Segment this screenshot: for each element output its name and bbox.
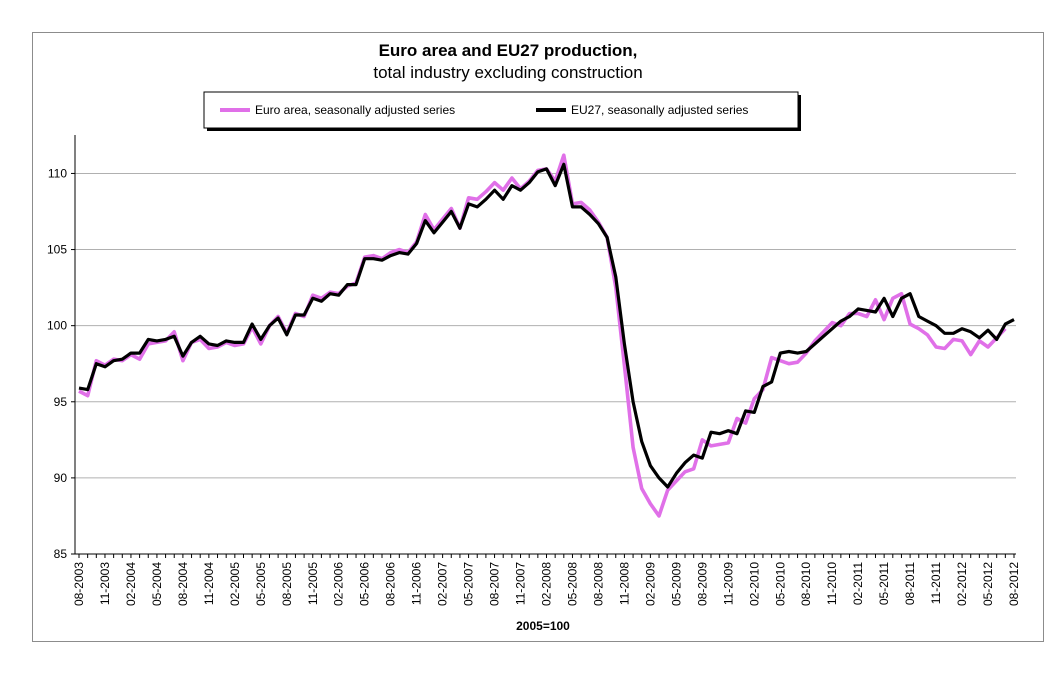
x-tick-label: 05-2011 [877,562,891,605]
legend-box [203,91,799,129]
x-tick-label: 05-2004 [150,562,164,606]
series-line-eu27 [78,162,1015,489]
x-tick-label: 08-2005 [280,562,294,606]
y-tick-label: 105 [47,243,67,257]
x-tick-label: 11-2004 [202,562,216,605]
x-tick-label: 05-2010 [773,562,787,606]
chart-frame: Euro area and EU27 production, total ind… [32,32,1044,642]
x-tick-label: 02-2007 [436,562,450,606]
x-tick-label: 02-2009 [643,562,657,606]
y-tick-label: 110 [48,166,67,180]
x-tick-label: 02-2008 [540,562,554,606]
x-tick-label: 11-2011 [929,562,943,605]
y-tick-label: 85 [54,547,68,561]
x-tick-label: 08-2010 [799,562,813,606]
x-tick-label: 08-2004 [176,562,190,606]
x-tick-label: 11-2010 [825,562,839,605]
x-tick-label: 02-2012 [955,562,969,606]
legend: Euro area, seasonally adjusted series EU… [203,91,801,131]
x-tick-label: 11-2009 [721,562,735,605]
x-tick-label: 08-2012 [1007,562,1021,606]
x-tick-label: 08-2006 [384,562,398,606]
x-tick-label: 02-2005 [228,562,242,606]
x-tick-label: 02-2011 [851,562,865,605]
x-tick-label: 08-2009 [695,562,709,606]
y-axis-ticks: 85 90 95 100 105 110 [47,166,75,561]
x-tick-label: 02-2006 [332,562,346,606]
x-tick-label: 05-2008 [565,562,579,606]
chart-subtitle: total industry excluding construction [373,63,642,82]
legend-label-euro-area: Euro area, seasonally adjusted series [255,103,455,117]
chart-svg: Euro area and EU27 production, total ind… [47,41,1021,633]
x-tick-label: 08-2003 [72,562,86,606]
y-tick-label: 95 [54,395,68,409]
x-axis-ticks: 08-2003 11-2003 02-2004 05-2004 08-2004 11-20… [72,554,1021,606]
x-tick-label: 11-2007 [514,562,528,605]
x-tick-label: 05-2007 [462,562,476,606]
x-tick-label: 11-2008 [617,562,631,605]
x-tick-label: 11-2006 [410,562,424,605]
chart-title: Euro area and EU27 production, [379,41,638,60]
gridlines [75,172,1016,479]
x-tick-label: 11-2005 [306,562,320,605]
x-tick-label: 08-2008 [591,562,605,606]
x-tick-label: 05-2012 [981,562,995,606]
x-axis-label: 2005=100 [516,619,570,633]
legend-label-eu27: EU27, seasonally adjusted series [571,103,748,117]
x-tick-label: 02-2010 [747,562,761,606]
y-tick-label: 100 [47,319,67,333]
x-tick-label: 11-2003 [98,562,112,605]
x-tick-label: 02-2004 [124,562,138,606]
x-tick-label: 08-2011 [903,562,917,605]
x-tick-label: 05-2006 [358,562,372,606]
axes [74,135,1016,555]
x-tick-label: 05-2005 [254,562,268,606]
y-tick-label: 90 [54,471,68,485]
series-lines [78,153,1015,518]
x-tick-label: 08-2007 [488,562,502,606]
series-line-euro-area [78,153,1007,518]
x-tick-label: 05-2009 [669,562,683,606]
